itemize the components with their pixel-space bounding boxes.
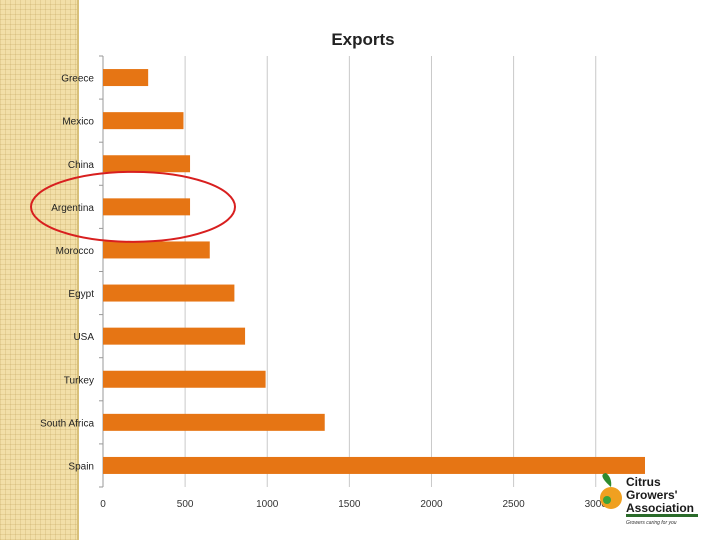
logo-line-3: Association [626,501,694,515]
bar-spain [103,456,645,474]
lime-fruit-icon [603,496,611,504]
bars [103,69,645,474]
category-labels: Greece Mexico China Argentina Morocco Egypt US… [40,74,94,473]
leaf-icon [602,473,612,487]
bar-south-africa [103,413,325,431]
x-tick-label-500: 500 [177,499,194,510]
category-label-greece: Greece [61,74,94,85]
logo-tagline: Growers caring for you [626,520,677,526]
category-label-morocco: Morocco [56,246,95,257]
highlight-ellipse [30,170,236,243]
bar-greece [103,69,149,87]
category-label-turkey: Turkey [64,375,94,386]
bar-argentina [103,198,191,216]
decorative-side-band [0,0,79,540]
bar-turkey [103,370,266,388]
category-label-mexico: Mexico [62,117,94,128]
citrus-growers-logo: Citrus Growers' Association Growers cari… [594,472,706,528]
gridlines [99,55,597,488]
logo-line-1: Citrus [626,475,661,489]
x-tick-label-2500: 2500 [502,499,525,510]
chart-title: Exports [331,30,394,49]
bar-usa [103,327,246,345]
category-label-egypt: Egypt [68,289,94,300]
bar-china [103,155,191,173]
x-tick-labels: 0 500 1000 1500 2000 2500 3000 [100,499,607,510]
bar-morocco [103,241,210,259]
category-label-argentina: Argentina [51,203,94,214]
logo-line-2: Growers' [626,488,678,502]
x-tick-label-2000: 2000 [420,499,443,510]
highlight-group [30,170,236,243]
x-tick-label-1500: 1500 [338,499,361,510]
orange-fruit-icon [600,487,622,509]
category-label-usa: USA [73,332,94,343]
x-tick-label-1000: 1000 [256,499,279,510]
category-label-china: China [68,160,95,171]
bar-egypt [103,284,235,302]
x-tick-label-3000: 3000 [585,499,608,510]
category-label-south-africa: South Africa [40,418,94,429]
logo-underline [626,514,698,517]
x-tick-label-0: 0 [100,499,106,510]
category-label-spain: Spain [68,461,94,472]
bar-mexico [103,112,184,130]
